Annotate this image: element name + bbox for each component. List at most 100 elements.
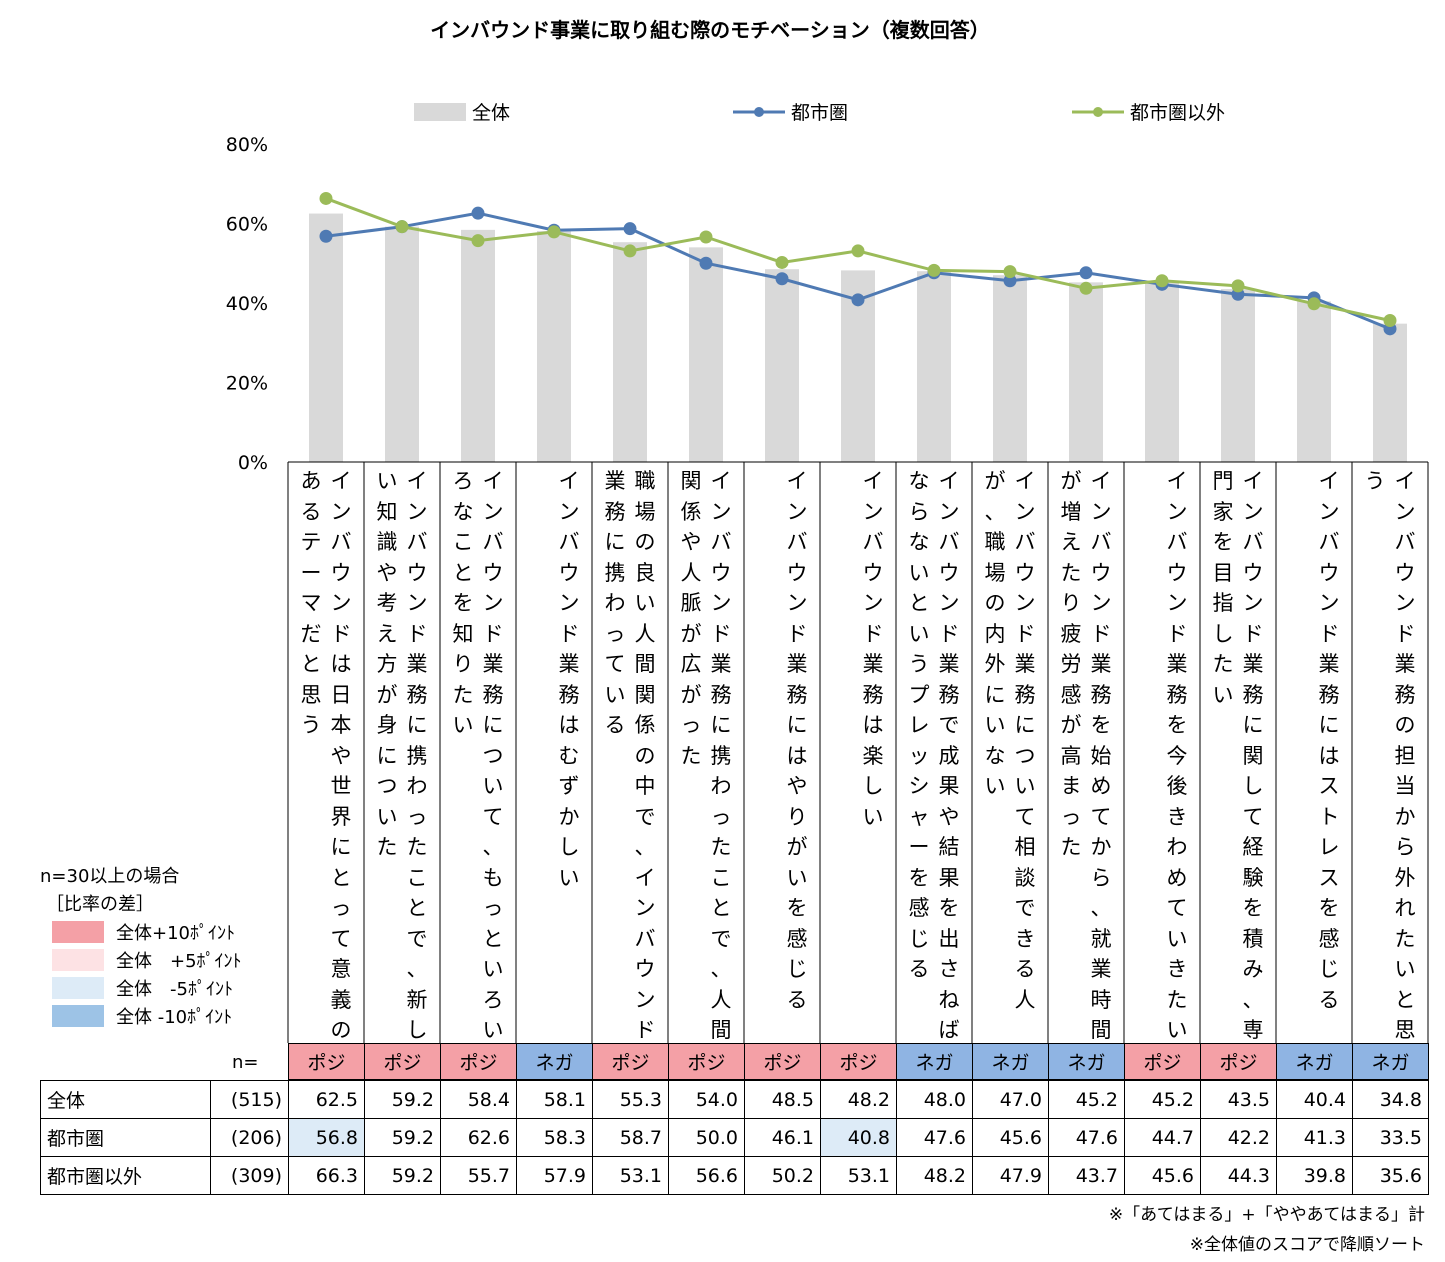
sentiment-cell: ポジ [668, 1043, 745, 1080]
point-nonurban [547, 225, 561, 239]
sentiment-cell: ポジ [820, 1043, 897, 1080]
point-nonurban [1079, 281, 1093, 295]
value-cell: 41.3 [1276, 1118, 1353, 1157]
legend-nonurban: 都市圏以外 [1072, 98, 1225, 125]
category-label: インバウンド業務の担当から外れたいと思う [1352, 466, 1428, 1042]
table-row: 都市圏 (206) 56.8 59.2 62.6 58.3 58.7 50.0 46.1 40.8… [40, 1118, 1429, 1157]
y-tick-label: 60% [226, 214, 268, 236]
sentiment-cell: ネガ [1048, 1043, 1125, 1080]
category-label-line: インバウンド業務はむずかしい [558, 469, 580, 890]
key-label: 全体 +5ﾎﾟｲﾝﾄ [116, 951, 242, 972]
category-label-line: インバウンド業務について相談できる人 [1014, 469, 1036, 1012]
y-tick-label: 0% [238, 452, 268, 474]
bar-all [309, 213, 343, 462]
point-nonurban [927, 263, 941, 277]
bar-all [1373, 323, 1407, 462]
bar-all [1221, 289, 1255, 462]
bar-all [613, 242, 647, 462]
legend-all: 全体 [414, 98, 510, 125]
point-urban [471, 206, 485, 220]
category-label-line: インバウンド業務を始めてから、就業時間 [1090, 469, 1112, 1042]
value-cell: 56.6 [668, 1156, 745, 1195]
row-label: 都市圏 [40, 1118, 211, 1157]
point-nonurban [1155, 274, 1169, 288]
category-label-line: インバウンド業務にはストレスを感じる [1318, 469, 1340, 1012]
value-cell: 58.4 [440, 1080, 517, 1119]
category-label-line: あるテーマだと思う [300, 469, 322, 737]
point-urban [851, 293, 865, 307]
value-cell: 44.7 [1124, 1118, 1201, 1157]
category-label-line: インバウンド業務に携わったことで、新し [406, 469, 428, 1042]
category-label-line: インバウンドは日本や世界にとって意義の [330, 469, 352, 1042]
note-2: ※全体値のスコアで降順ソート [1189, 1235, 1425, 1255]
category-label: インバウンド業務を始めてから、就業時間が増えたり疲労感が高まった [1048, 466, 1124, 1042]
point-nonurban [623, 244, 637, 258]
bar-all [689, 247, 723, 462]
sentiment-cell: ポジ [364, 1043, 441, 1080]
category-label: インバウンド業務で成果や結果を出さねばならないというプレッシャーを感じる [896, 466, 972, 1042]
chart-title: インバウンド事業に取り組む際のモチベーション（複数回答） [430, 18, 990, 42]
row-n: (515) [210, 1080, 289, 1119]
value-cell: 47.6 [1048, 1118, 1125, 1157]
category-label: インバウンド業務に携わったことで、人間関係や人脈が広がった [668, 466, 744, 1042]
category-label: インバウンド業務にはストレスを感じる [1276, 466, 1352, 1040]
value-cell: 45.6 [1124, 1156, 1201, 1195]
value-cell: 55.7 [440, 1156, 517, 1195]
legend-nonurban-label: 都市圏以外 [1130, 102, 1226, 124]
value-cell: 50.0 [668, 1118, 745, 1157]
category-label-line: が、職場の内外にいない [984, 469, 1006, 798]
key-item: 全体 -10ﾎﾟｲﾝﾄ [52, 1002, 242, 1030]
category-label: インバウンド業務に携わったことで、新しい知識や考え方が身についた [364, 466, 440, 1042]
bar-all [993, 275, 1027, 462]
value-cell: 47.0 [972, 1080, 1049, 1119]
value-cell: 59.2 [364, 1118, 441, 1157]
value-cell: 50.2 [744, 1156, 821, 1195]
key-item: 全体 -5ﾎﾟｲﾝﾄ [52, 974, 242, 1002]
sentiment-cell: ポジ [288, 1043, 365, 1080]
key-item: 全体+10ﾎﾟｲﾝﾄ [52, 918, 242, 946]
row-n: (309) [210, 1156, 289, 1195]
category-label-line: インバウンド業務に携わったことで、人間 [710, 469, 732, 1042]
category-label-line: う [1364, 469, 1386, 493]
note-1: ※「あてはまる」+「ややあてはまる」計 [1108, 1205, 1425, 1225]
sentiment-cell: ポジ [744, 1043, 821, 1080]
table-row: 都市圏以外 (309) 66.3 59.2 55.7 57.9 53.1 56.6 50.2 53… [40, 1156, 1429, 1195]
category-label-line: 職場の良い人間関係の中で、インバウンド [634, 469, 656, 1042]
legend-all-label: 全体 [472, 102, 511, 124]
legend-urban: 都市圏 [733, 98, 848, 125]
value-cell: 47.6 [896, 1118, 973, 1157]
category-label: 職場の良い人間関係の中で、インバウンド業務に携わっている [592, 466, 668, 1042]
point-nonurban [699, 230, 713, 244]
value-cell: 48.0 [896, 1080, 973, 1119]
category-label: インバウンド業務に関して経験を積み、専門家を目指したい [1200, 466, 1276, 1042]
value-cell: 40.8 [820, 1118, 897, 1157]
value-cell: 58.7 [592, 1118, 669, 1157]
value-cell: 53.1 [820, 1156, 897, 1195]
point-urban [623, 222, 637, 236]
value-cell: 66.3 [288, 1156, 365, 1195]
category-label-line: 業務に携わっている [604, 469, 626, 737]
legend-urban-swatch [733, 106, 785, 117]
bar-all [1069, 282, 1103, 462]
value-cell: 54.0 [668, 1080, 745, 1119]
y-tick-label: 80% [226, 134, 268, 156]
point-nonurban [1231, 279, 1245, 293]
category-label-line: ならないというプレッシャーを感じる [908, 469, 930, 981]
row-n: (206) [210, 1118, 289, 1157]
key-swatch [52, 977, 104, 999]
category-label: インバウンド業務について、もっといろいろなことを知りたい [440, 466, 516, 1042]
point-nonurban [1003, 265, 1017, 279]
value-cell: 59.2 [364, 1080, 441, 1119]
point-nonurban [851, 244, 865, 258]
value-cell: 53.1 [592, 1156, 669, 1195]
point-nonurban [1383, 313, 1397, 327]
category-label-line: 門家を目指したい [1212, 469, 1234, 707]
point-nonurban [319, 191, 333, 205]
y-tick-label: 40% [226, 293, 268, 315]
value-cell: 34.8 [1352, 1080, 1429, 1119]
value-cell: 55.3 [592, 1080, 669, 1119]
point-urban [699, 256, 713, 270]
row-label: 都市圏以外 [40, 1156, 211, 1195]
category-label-line: インバウンド業務を今後きわめていきたい [1166, 469, 1188, 1042]
category-label: インバウンド業務はむずかしい [516, 466, 592, 1040]
